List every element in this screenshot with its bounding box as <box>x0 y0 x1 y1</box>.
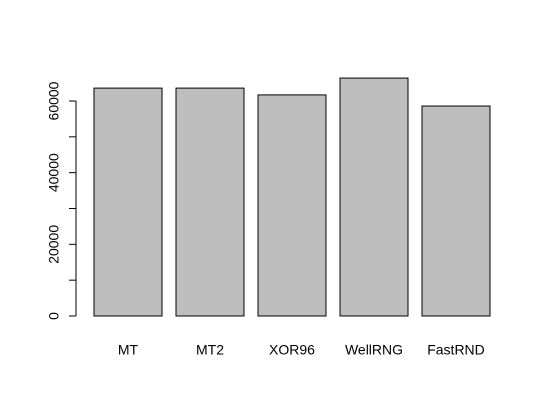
bar <box>339 77 409 317</box>
bar <box>257 94 327 317</box>
bar <box>93 87 163 317</box>
y-tick-label: 40000 <box>46 153 62 192</box>
x-tick-label: MT <box>118 342 139 358</box>
x-tick-label: WellRNG <box>345 342 403 358</box>
bar <box>421 105 491 317</box>
x-tick-label: XOR96 <box>269 342 315 358</box>
y-tick-label: 20000 <box>46 225 62 264</box>
y-tick-label: 0 <box>46 312 62 320</box>
x-tick-label: FastRND <box>427 342 485 358</box>
y-tick-label: 60000 <box>46 81 62 120</box>
x-tick-label: MT2 <box>196 342 224 358</box>
bar <box>175 87 245 317</box>
